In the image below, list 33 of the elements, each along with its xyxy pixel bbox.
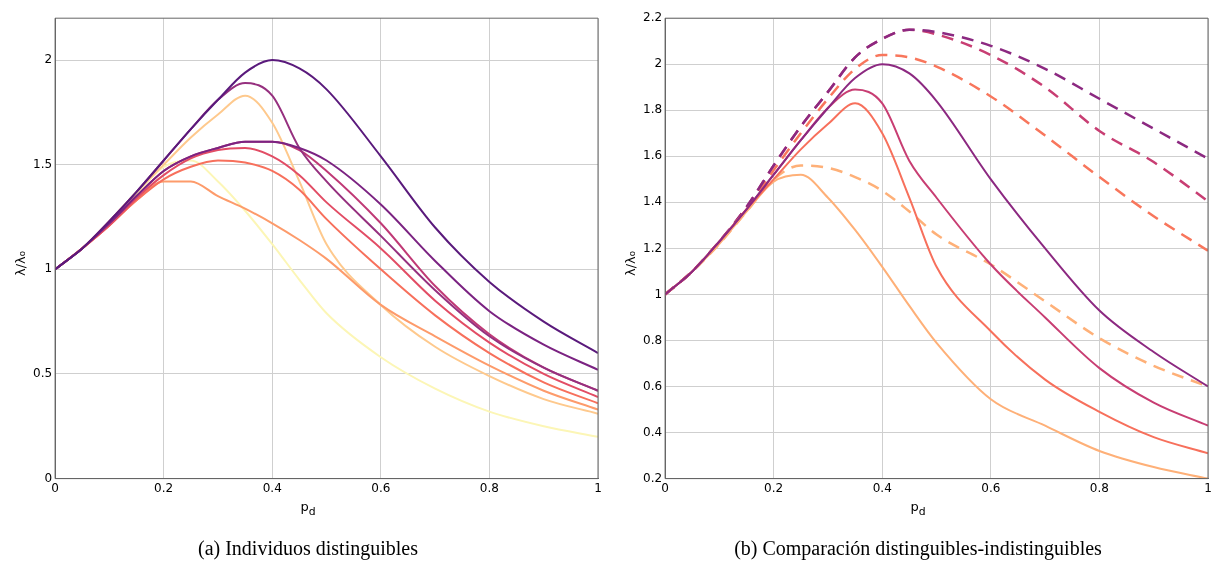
- y-tick-label: 1.5: [32, 156, 53, 171]
- x-axis-title: p$_{d}$: [909, 499, 927, 518]
- y-tick-label: 1.6: [642, 148, 663, 163]
- x-tick-label: 1: [1204, 480, 1212, 495]
- y-tick-label: 0.4: [642, 424, 663, 439]
- y-tick-label: 0.6: [642, 378, 663, 393]
- text: (a) Individuos distinguibles: [197, 537, 419, 560]
- y-tick-label: 2.2: [642, 10, 663, 25]
- text: (b) Comparación distinguibles-indistinguibles: [733, 537, 1103, 560]
- x-tick-label: 0.6: [371, 480, 391, 495]
- y-tick-label: 2: [654, 56, 663, 71]
- y-tick-label: 1: [44, 261, 53, 276]
- x-axis-title: p$_{d}$: [299, 499, 317, 518]
- y-tick-label: 1.8: [642, 102, 663, 117]
- y-tick-label: 0.8: [642, 332, 663, 347]
- y-tick-label: 1: [654, 286, 663, 301]
- x-tick-label: 0.4: [872, 480, 892, 495]
- y-tick-label: 0.2: [642, 470, 663, 485]
- y-tick-label: 1.2: [642, 240, 663, 255]
- line-series: [55, 59, 598, 355]
- x-tick-label: 0.4: [262, 480, 282, 495]
- y-tick-label: 0: [44, 470, 53, 485]
- y-tick-label: 1.4: [642, 194, 663, 209]
- x-tick-label: 0.8: [479, 480, 499, 495]
- y-axis-title: λ/λ₀: [12, 249, 28, 278]
- x-tick-label: 0.2: [764, 480, 784, 495]
- y-tick-label: 0.5: [32, 366, 53, 381]
- x-tick-label: 0.8: [1089, 480, 1109, 495]
- x-tick-label: 0.6: [981, 480, 1001, 495]
- y-tick-label: 2: [44, 52, 53, 67]
- x-tick-label: 0.2: [154, 480, 174, 495]
- x-tick-label: 1: [594, 480, 602, 495]
- y-axis-title: λ/λ₀: [622, 249, 638, 278]
